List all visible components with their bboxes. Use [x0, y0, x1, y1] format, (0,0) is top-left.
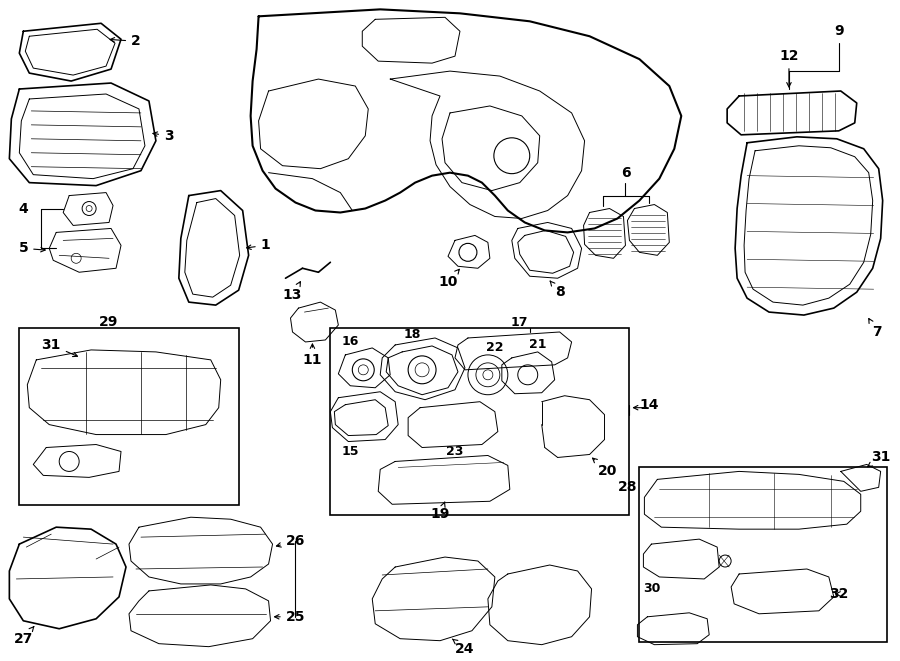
Text: 13: 13 — [283, 282, 302, 302]
Text: 30: 30 — [643, 582, 660, 596]
Text: 15: 15 — [342, 445, 359, 458]
Bar — [330, 328, 629, 515]
Text: 1: 1 — [247, 239, 270, 253]
Text: 29: 29 — [99, 315, 119, 329]
Text: 32: 32 — [829, 587, 849, 601]
Text: 31: 31 — [868, 450, 890, 467]
Text: 31: 31 — [41, 338, 77, 356]
Text: 7: 7 — [868, 319, 881, 339]
Text: 3: 3 — [153, 129, 174, 143]
Text: 21: 21 — [529, 338, 546, 352]
Text: 27: 27 — [14, 627, 34, 646]
Bar — [639, 467, 886, 642]
Text: 23: 23 — [446, 445, 464, 458]
Text: 4: 4 — [18, 202, 28, 215]
Text: 28: 28 — [617, 481, 637, 494]
Text: 16: 16 — [342, 335, 359, 348]
Text: 26: 26 — [276, 534, 305, 548]
Text: 11: 11 — [302, 344, 322, 367]
Text: 2: 2 — [110, 34, 140, 48]
Text: 20: 20 — [592, 458, 617, 479]
Text: 9: 9 — [834, 24, 843, 38]
Bar — [19, 328, 239, 505]
Text: 25: 25 — [274, 610, 305, 624]
Text: 6: 6 — [621, 166, 630, 180]
Text: 17: 17 — [511, 315, 528, 329]
Text: 5: 5 — [18, 241, 45, 255]
Text: 10: 10 — [438, 269, 459, 290]
Text: 24: 24 — [453, 639, 474, 656]
Text: 18: 18 — [403, 329, 421, 342]
Text: 22: 22 — [486, 342, 504, 354]
Text: 14: 14 — [640, 398, 659, 412]
Text: 12: 12 — [779, 49, 798, 87]
Text: 19: 19 — [430, 502, 450, 522]
Text: 8: 8 — [550, 281, 564, 299]
